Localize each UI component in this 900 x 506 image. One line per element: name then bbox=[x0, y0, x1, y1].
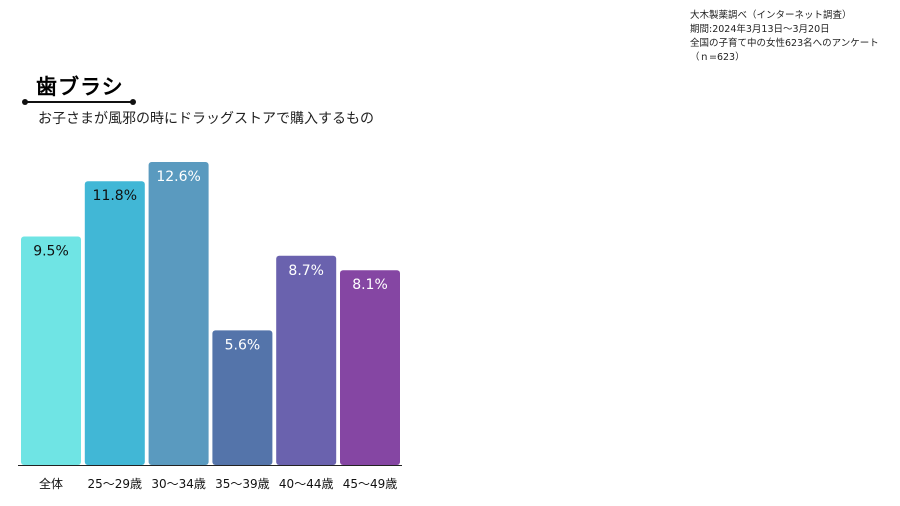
x-tick-label-2: 30〜34歳 bbox=[151, 477, 206, 491]
chart-subtitle: お子さまが風邪の時にドラッグストアで購入するもの bbox=[38, 111, 374, 127]
title-underline bbox=[24, 101, 133, 103]
x-tick-label-3: 35〜39歳 bbox=[215, 477, 270, 491]
data-label-4: 8.7% bbox=[288, 263, 324, 279]
data-label-2: 12.6% bbox=[156, 169, 200, 185]
data-label-0: 9.5% bbox=[33, 244, 69, 260]
source-line-sample: 全国の子育て中の女性623名へのアンケート bbox=[690, 38, 879, 49]
data-label-1: 11.8% bbox=[93, 188, 137, 204]
source-line-period: 期間:2024年3月13日〜3月20日 bbox=[690, 24, 830, 35]
data-label-3: 5.6% bbox=[225, 337, 261, 353]
data-label-5: 8.1% bbox=[352, 277, 388, 293]
x-tick-label-1: 25〜29歳 bbox=[88, 477, 143, 491]
bar-3 bbox=[212, 330, 273, 465]
chart-title: 歯ブラシ bbox=[36, 75, 124, 99]
bar-2 bbox=[148, 162, 209, 465]
bar-1 bbox=[84, 181, 145, 465]
source-note: 大木製薬調べ（インターネット調査） 期間:2024年3月13日〜3月20日 全国… bbox=[690, 9, 879, 65]
x-tick-label-4: 40〜44歳 bbox=[279, 477, 334, 491]
x-tick-label-5: 45〜49歳 bbox=[343, 477, 398, 491]
source-line-survey: 大木製薬調べ（インターネット調査） bbox=[690, 10, 852, 21]
bar-0 bbox=[21, 236, 81, 465]
bar-5 bbox=[340, 270, 400, 465]
bar-4 bbox=[276, 255, 337, 465]
source-line-n: （ｎ=623） bbox=[690, 52, 745, 63]
title-underline-dot-left bbox=[22, 99, 28, 105]
x-tick-label-0: 全体 bbox=[39, 476, 63, 491]
title-underline-dot-right bbox=[130, 99, 136, 105]
